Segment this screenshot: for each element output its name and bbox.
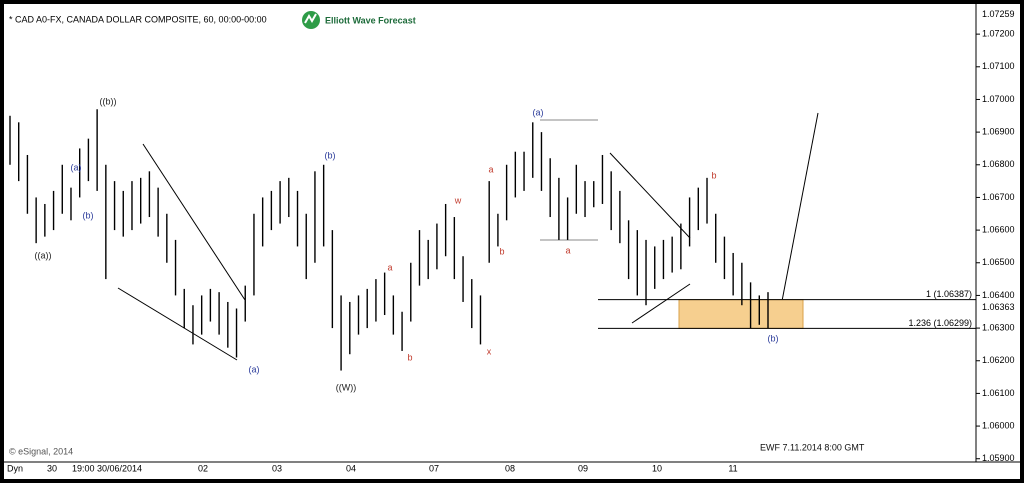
wave-label: b: [407, 352, 412, 362]
wave-label: (a): [249, 364, 260, 374]
y-tick-label: 1.06600: [982, 224, 1015, 234]
y-tick-label: 1.06700: [982, 192, 1015, 202]
x-tick-label: 09: [578, 463, 588, 473]
y-tick-label: 1.05900: [982, 453, 1015, 463]
trend-line: [117, 287, 238, 361]
y-tick-label: 1.06800: [982, 159, 1015, 169]
x-tick-label: 07: [429, 463, 439, 473]
wave-label: x: [487, 346, 492, 356]
wave-label: (a): [533, 107, 544, 117]
wave-label: a: [565, 245, 570, 255]
trend-line: [631, 283, 691, 324]
wave-label: (b): [325, 150, 336, 160]
y-tick-label: 1.06900: [982, 126, 1015, 136]
y-tick-label: 1.06300: [982, 322, 1015, 332]
x-tick-label: 02: [198, 463, 208, 473]
trend-line: [609, 152, 691, 239]
wave-label: (b): [768, 333, 779, 343]
y-tick-label: 1.07100: [982, 61, 1015, 71]
last-price-label: 1.06363: [982, 302, 1015, 312]
x-tick-label: 11: [728, 463, 737, 473]
x-tick-label: 08: [505, 463, 515, 473]
trend-line: [142, 143, 246, 301]
wave-label: a: [488, 164, 493, 174]
y-tick-label: 1.06500: [982, 257, 1015, 267]
wave-label: ((a)): [35, 250, 52, 260]
wave-label: ((b)): [100, 96, 117, 106]
wave-label: w: [454, 195, 462, 205]
target-zone: [678, 299, 804, 329]
logo-wave: [304, 13, 317, 24]
footer: EWF 7.11.2014 8:00 GMT: [760, 442, 865, 452]
x-tick-label: 19:00 30/06/2014: [72, 463, 142, 473]
wave-label: b: [711, 170, 716, 180]
y-tick-label: 1.07000: [982, 94, 1015, 104]
x-tick-label: 03: [272, 463, 282, 473]
chart-title: * CAD A0-FX, CANADA DOLLAR COMPOSITE, 60…: [9, 14, 267, 24]
y-tick-label: 1.06200: [982, 355, 1015, 365]
trend-line: [777, 112, 819, 323]
x-tick-label: 10: [652, 463, 662, 473]
x-tick-label: 04: [346, 463, 356, 473]
top-price-label: 1.07259: [982, 9, 1015, 19]
corner-label: Dyn: [7, 463, 23, 473]
wave-label: b: [499, 246, 504, 256]
copyright: © eSignal, 2014: [9, 446, 73, 456]
wave-label: (a): [71, 162, 82, 172]
trend-lines: [117, 112, 819, 361]
y-tick-label: 1.06000: [982, 420, 1015, 430]
x-tick-label: 30: [47, 463, 57, 473]
wave-label: ((W)): [336, 382, 356, 392]
y-tick-label: 1.06400: [982, 290, 1015, 300]
wave-label: (b): [83, 210, 94, 220]
fib-label: 1 (1.06387): [926, 289, 972, 299]
y-tick-label: 1.06100: [982, 388, 1015, 398]
brand: Elliott Wave Forecast: [325, 15, 416, 25]
y-tick-label: 1.07200: [982, 29, 1015, 39]
plot-background: [4, 4, 1020, 479]
fib-label: 1.236 (1.06299): [908, 318, 972, 328]
wave-label: a: [387, 262, 392, 272]
